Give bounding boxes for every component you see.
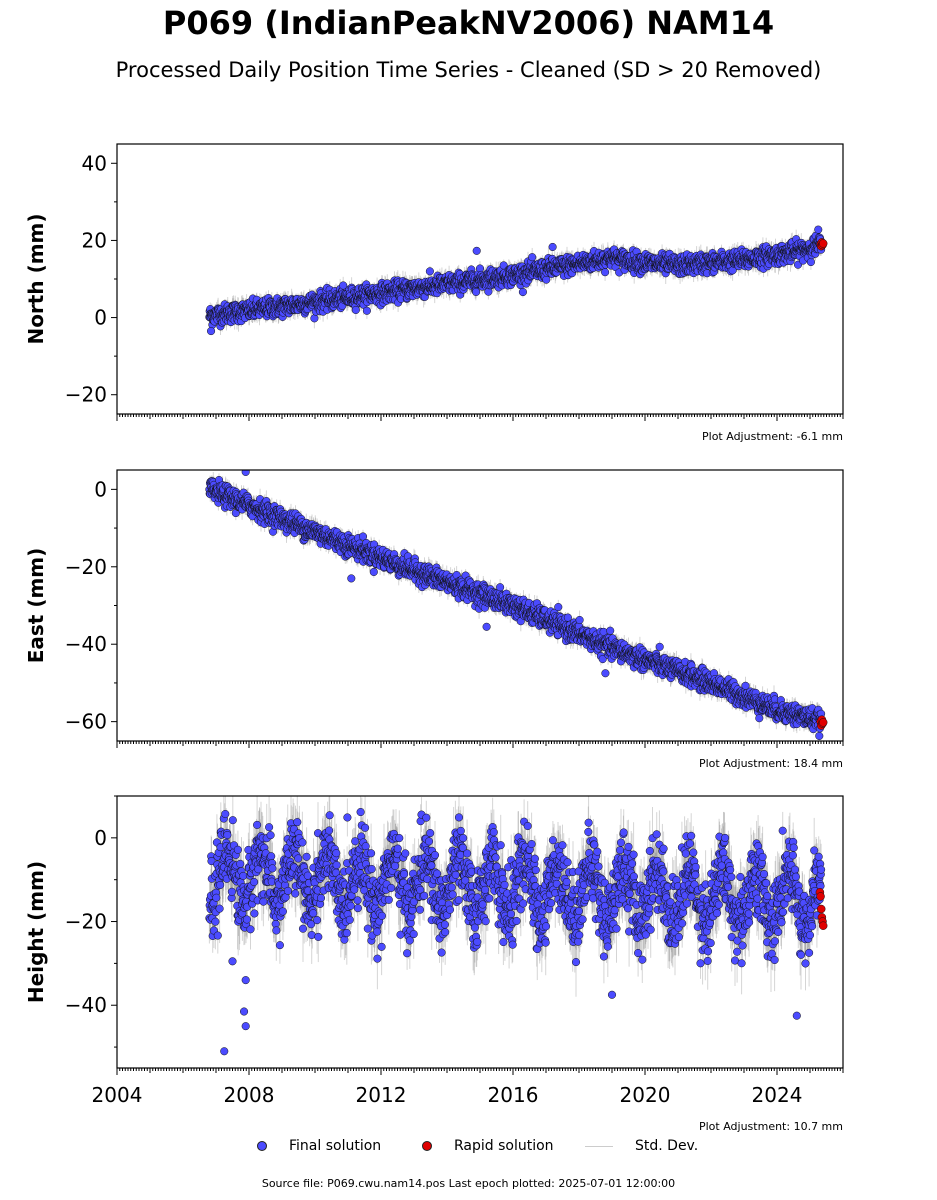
rapid-point bbox=[818, 239, 828, 248]
chart-subtitle: Processed Daily Position Time Series - C… bbox=[115, 58, 822, 82]
y-tick-label: −20 bbox=[65, 383, 107, 407]
final-outlier-point bbox=[548, 242, 557, 252]
final-points bbox=[205, 225, 826, 336]
final-outlier-point bbox=[472, 246, 481, 255]
plot-area bbox=[205, 470, 828, 741]
final-point bbox=[362, 306, 371, 315]
y-tick-label: 40 bbox=[82, 151, 107, 175]
final-point bbox=[339, 281, 348, 290]
final-outlier-point bbox=[814, 225, 823, 234]
y-axis-label: North (mm) bbox=[24, 213, 48, 344]
chart-title: P069 (IndianPeakNV2006) NAM14 bbox=[162, 4, 775, 42]
final-point bbox=[310, 314, 319, 323]
final-point bbox=[351, 305, 360, 315]
final-point bbox=[601, 268, 610, 277]
panel-north: 40 20 0 −20 North (mm) Plot Adjustment: -6.1 … bbox=[24, 143, 844, 443]
final-point bbox=[425, 267, 434, 276]
rapid-points bbox=[816, 238, 828, 251]
final-point bbox=[806, 257, 815, 267]
final-outlier-point bbox=[207, 327, 216, 336]
final-point bbox=[472, 287, 481, 296]
final-point bbox=[518, 287, 527, 297]
plot-area bbox=[205, 225, 828, 336]
y-tick-label: 0 bbox=[94, 306, 107, 330]
plot-adjustment: Plot Adjustment: -6.1 mm bbox=[702, 430, 843, 443]
final-point bbox=[542, 275, 551, 284]
y-tick-label: 20 bbox=[82, 228, 107, 252]
final-point bbox=[528, 253, 537, 262]
